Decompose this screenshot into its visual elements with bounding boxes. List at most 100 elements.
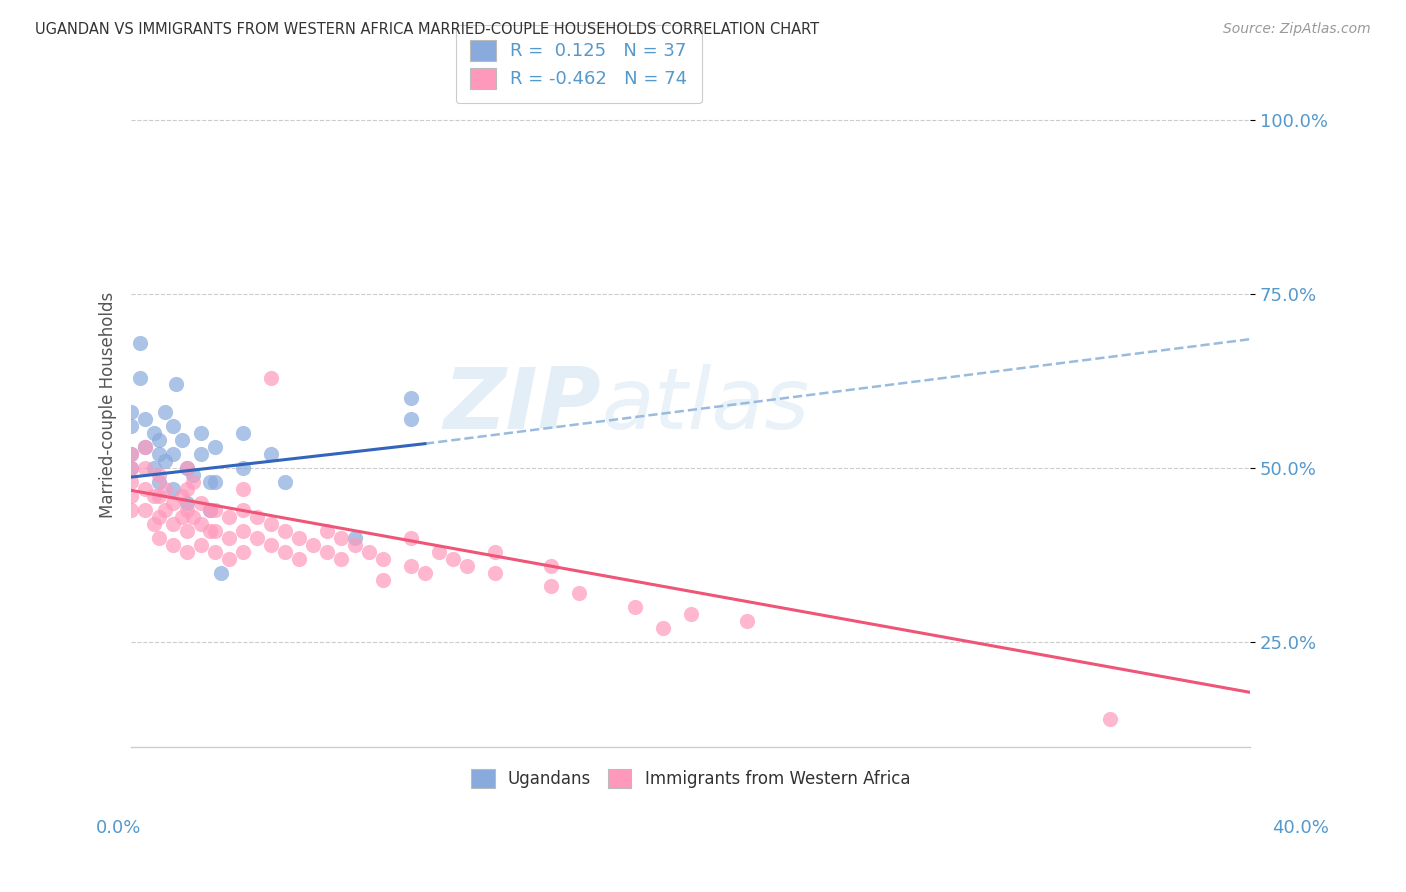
Point xyxy=(288,551,311,566)
Point xyxy=(540,558,562,573)
Point xyxy=(148,468,170,483)
Point xyxy=(246,509,269,524)
Text: ZIP: ZIP xyxy=(443,364,602,447)
Point xyxy=(142,461,165,475)
Text: atlas: atlas xyxy=(602,364,808,447)
Point xyxy=(153,454,176,468)
Legend: Ugandans, Immigrants from Western Africa: Ugandans, Immigrants from Western Africa xyxy=(463,761,918,797)
Point xyxy=(371,573,394,587)
Point xyxy=(274,524,297,538)
Point xyxy=(176,482,198,496)
Point xyxy=(181,468,204,483)
Point xyxy=(232,461,254,475)
Point xyxy=(176,503,198,517)
Point xyxy=(162,516,184,531)
Point xyxy=(288,531,311,545)
Point xyxy=(232,503,254,517)
Point xyxy=(232,524,254,538)
Point xyxy=(232,426,254,441)
Point xyxy=(330,531,353,545)
Point xyxy=(148,475,170,489)
Y-axis label: Married-couple Households: Married-couple Households xyxy=(100,293,117,518)
Point xyxy=(484,544,506,558)
Point xyxy=(128,370,150,384)
Point xyxy=(148,489,170,503)
Point xyxy=(190,496,212,510)
Point xyxy=(540,579,562,593)
Point xyxy=(120,475,142,489)
Point xyxy=(190,516,212,531)
Point xyxy=(198,475,221,489)
Text: 0.0%: 0.0% xyxy=(96,819,141,837)
Point xyxy=(623,600,645,615)
Point xyxy=(120,419,142,434)
Text: UGANDAN VS IMMIGRANTS FROM WESTERN AFRICA MARRIED-COUPLE HOUSEHOLDS CORRELATION : UGANDAN VS IMMIGRANTS FROM WESTERN AFRIC… xyxy=(35,22,820,37)
Point xyxy=(399,412,422,426)
Point xyxy=(1099,712,1122,726)
Point xyxy=(142,489,165,503)
Point xyxy=(134,440,156,454)
Point xyxy=(260,538,283,552)
Point xyxy=(399,558,422,573)
Point xyxy=(162,482,184,496)
Point xyxy=(209,566,232,580)
Point xyxy=(142,426,165,441)
Point xyxy=(176,461,198,475)
Point xyxy=(120,447,142,461)
Point xyxy=(399,392,422,406)
Point xyxy=(357,544,380,558)
Point xyxy=(170,509,193,524)
Point xyxy=(148,447,170,461)
Point xyxy=(204,524,226,538)
Point xyxy=(120,405,142,419)
Point xyxy=(260,516,283,531)
Point xyxy=(427,544,450,558)
Point xyxy=(316,524,339,538)
Point xyxy=(176,461,198,475)
Point xyxy=(170,489,193,503)
Point xyxy=(190,538,212,552)
Point xyxy=(162,496,184,510)
Point xyxy=(484,566,506,580)
Point xyxy=(218,531,240,545)
Point xyxy=(170,433,193,447)
Point xyxy=(134,482,156,496)
Point xyxy=(198,524,221,538)
Point xyxy=(134,461,156,475)
Point xyxy=(162,447,184,461)
Point xyxy=(142,516,165,531)
Text: 40.0%: 40.0% xyxy=(1272,819,1329,837)
Point xyxy=(190,426,212,441)
Point xyxy=(413,566,436,580)
Point xyxy=(735,615,758,629)
Point xyxy=(568,586,591,600)
Point xyxy=(218,509,240,524)
Point xyxy=(153,482,176,496)
Point xyxy=(204,440,226,454)
Point xyxy=(274,475,297,489)
Point xyxy=(120,489,142,503)
Point xyxy=(120,461,142,475)
Point xyxy=(181,509,204,524)
Point xyxy=(232,544,254,558)
Point xyxy=(176,524,198,538)
Point xyxy=(260,370,283,384)
Point xyxy=(153,503,176,517)
Point xyxy=(316,544,339,558)
Point xyxy=(165,377,187,392)
Point xyxy=(134,412,156,426)
Point xyxy=(204,503,226,517)
Point xyxy=(198,503,221,517)
Point xyxy=(232,482,254,496)
Point xyxy=(679,607,702,622)
Point xyxy=(128,335,150,350)
Point xyxy=(153,405,176,419)
Point xyxy=(651,621,673,635)
Point xyxy=(148,509,170,524)
Point xyxy=(148,433,170,447)
Point xyxy=(456,558,478,573)
Point xyxy=(162,538,184,552)
Point xyxy=(120,447,142,461)
Point xyxy=(204,475,226,489)
Point xyxy=(120,461,142,475)
